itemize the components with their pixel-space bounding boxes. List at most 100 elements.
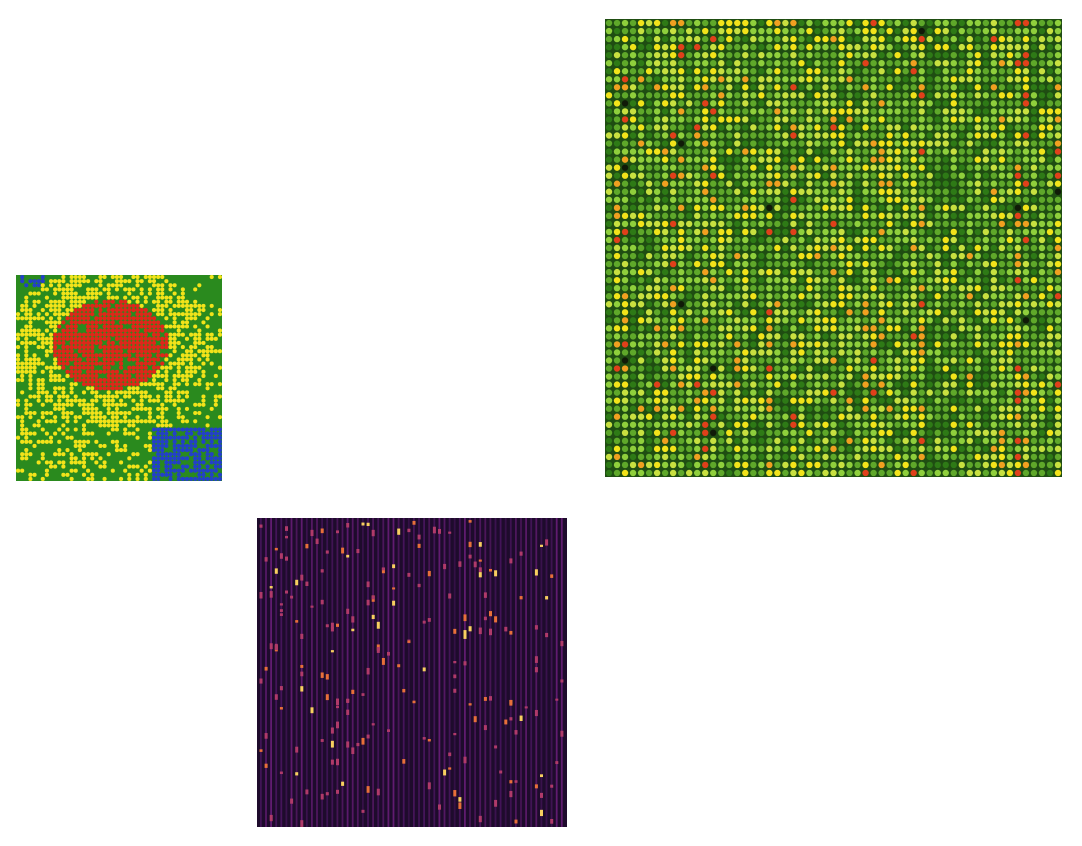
dot (139, 468, 144, 473)
dot (73, 357, 78, 362)
dot (69, 295, 74, 300)
dot (702, 341, 709, 348)
stripe (520, 518, 522, 827)
dot (750, 268, 757, 276)
dot (669, 76, 677, 83)
dot (86, 382, 91, 387)
dot (862, 236, 869, 244)
dot (213, 456, 218, 461)
dot (98, 328, 103, 333)
dot (16, 316, 21, 321)
dot (902, 92, 909, 99)
dot (24, 357, 29, 362)
dot (139, 307, 144, 313)
dot (147, 287, 152, 292)
dot (798, 140, 805, 147)
dot (870, 405, 877, 412)
dot (1046, 27, 1054, 35)
dot (814, 68, 821, 75)
dot (637, 413, 645, 420)
dot (734, 51, 741, 59)
dot (958, 132, 965, 139)
dot (160, 295, 165, 300)
dot (629, 333, 637, 340)
spot (330, 727, 334, 734)
dot (119, 336, 124, 341)
dot (621, 461, 629, 469)
dot (726, 140, 733, 147)
dot (669, 293, 677, 300)
dot (710, 365, 717, 372)
dot (1030, 309, 1038, 316)
dot (605, 309, 613, 316)
dot (766, 325, 773, 332)
dot (143, 332, 148, 337)
dot (677, 196, 685, 203)
dot (677, 220, 685, 228)
dot (934, 68, 941, 75)
spot (478, 572, 482, 578)
dot (878, 27, 885, 35)
dot (910, 413, 917, 420)
dot (1006, 325, 1014, 332)
dot (637, 140, 645, 147)
dot (830, 260, 837, 268)
dot (53, 320, 58, 325)
dot (950, 284, 957, 292)
dot (24, 456, 29, 461)
dot (629, 172, 637, 179)
dot (702, 51, 709, 59)
dot (758, 309, 765, 316)
dot (870, 59, 877, 67)
dot (774, 301, 781, 308)
dot (127, 476, 132, 481)
dot (798, 180, 805, 187)
dot (806, 373, 813, 380)
dot (982, 204, 990, 212)
spot (478, 542, 482, 547)
dot (710, 27, 717, 35)
dot (164, 398, 169, 403)
dot (806, 164, 813, 171)
dot (902, 453, 909, 461)
dot (950, 92, 957, 99)
dot (998, 268, 1006, 276)
dot (790, 59, 797, 67)
dot (677, 140, 685, 147)
dot (677, 301, 685, 308)
dot (73, 460, 78, 465)
dot (814, 381, 821, 388)
dot (774, 268, 781, 276)
dot (934, 309, 941, 316)
dot (685, 317, 693, 324)
spot (310, 529, 314, 537)
dot (86, 410, 91, 416)
dot (209, 476, 214, 481)
dot (1038, 260, 1046, 268)
dot (69, 476, 74, 481)
dot (974, 341, 982, 348)
dot (806, 220, 813, 228)
dot (102, 357, 107, 362)
dot (106, 303, 111, 308)
dot (854, 204, 861, 212)
dot (918, 244, 925, 252)
dot (918, 429, 925, 437)
dot (926, 301, 933, 308)
dot (147, 275, 152, 280)
dot (653, 244, 661, 252)
dot (750, 461, 757, 469)
dot (742, 244, 749, 252)
dot (742, 188, 749, 195)
dot (61, 328, 66, 333)
dot (114, 402, 120, 407)
dot (669, 244, 677, 252)
dot (878, 19, 885, 27)
dot (193, 369, 198, 374)
dot (629, 84, 637, 91)
dot (613, 172, 621, 179)
dot (1006, 268, 1014, 276)
dot (613, 43, 621, 51)
dot (637, 188, 645, 195)
dot (677, 116, 685, 123)
